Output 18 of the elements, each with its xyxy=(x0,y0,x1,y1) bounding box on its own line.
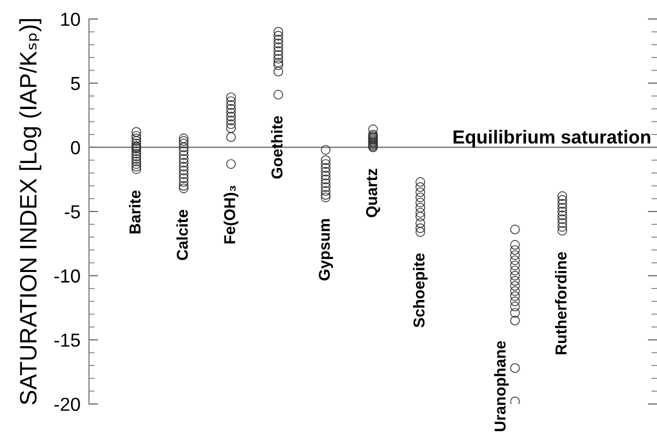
x-tick-label: Calcite xyxy=(176,210,188,260)
x-tick-label: Gypsum xyxy=(318,219,333,280)
y-tick-label: 5 xyxy=(70,77,80,90)
x-tick-label: Quartz xyxy=(366,168,380,218)
x-tick-label: Goethite xyxy=(271,116,283,179)
x-tick-label: Barite xyxy=(129,190,141,234)
y-axis-title: SATURATION INDEX [Log (IAP/Kₛₚ)] xyxy=(19,19,42,404)
x-tick-label: Uranophane xyxy=(494,341,509,432)
y-tick-label: -10 xyxy=(54,269,80,283)
y-tick-label: -5 xyxy=(64,205,80,218)
y-tick-label: -20 xyxy=(54,398,80,411)
x-tick-label: Rutherfordine xyxy=(555,252,567,354)
y-tick-label: 0 xyxy=(70,141,80,154)
y-tick-label: 10 xyxy=(61,12,80,26)
ref-line-label: Equilibrium saturation xyxy=(454,130,650,148)
x-tick-label: Schoepite xyxy=(413,253,428,328)
x-tick-label: Fe(OH)₃ xyxy=(224,186,238,244)
y-tick-label: -15 xyxy=(54,334,80,347)
